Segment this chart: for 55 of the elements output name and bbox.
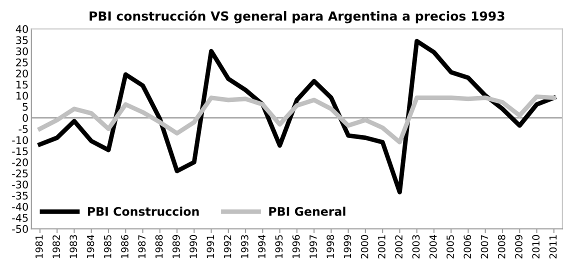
- y-tick-label: -15: [12, 147, 28, 156]
- x-tick-label: 1984: [86, 234, 94, 258]
- x-tick-label: 1997: [310, 235, 317, 258]
- y-tick-label: -40: [12, 202, 28, 211]
- y-tick-label: 40: [16, 25, 28, 34]
- y-tick-label: -20: [12, 158, 28, 166]
- x-tick-label: 1999: [344, 235, 352, 258]
- x-tick-label: 1998: [326, 235, 334, 258]
- x-tick-label: 1982: [52, 235, 60, 258]
- x-tick-label: 2009: [515, 235, 522, 258]
- x-tick-label: 2008: [498, 235, 506, 258]
- x-tick-label: 2005: [446, 235, 454, 258]
- y-tick-label: -50: [12, 225, 28, 233]
- x-tick-label: 1986: [121, 234, 128, 258]
- x-tick-label: 1990: [190, 235, 197, 258]
- y-tick-label: 10: [16, 92, 28, 100]
- y-tick-label: -35: [12, 192, 28, 200]
- x-tick-label: 1991: [206, 235, 214, 258]
- x-tick-label: 2007: [480, 235, 488, 258]
- chart-title: PBI construcción VS general para Argentina a precios 1993: [90, 10, 504, 24]
- x-tick-label: 1992: [224, 235, 232, 258]
- legend-label: PBI Construccion: [88, 206, 199, 216]
- x-tick-label: 2010: [532, 235, 540, 258]
- line-series: [38, 38, 556, 194]
- y-tick-label: 0: [22, 114, 28, 122]
- x-tick-label: 1995: [275, 235, 283, 258]
- x-tick-label: 2006: [464, 234, 472, 258]
- x-tick-label: 1989: [172, 235, 180, 258]
- x-tick-label: 1993: [240, 235, 248, 258]
- x-tick-label: 2011: [549, 235, 557, 258]
- y-tick-label: 30: [16, 47, 28, 56]
- y-tick-label: -45: [12, 214, 28, 222]
- x-tick-label: 1994: [258, 234, 266, 258]
- y-tick-label: -30: [12, 180, 28, 188]
- y-tick-label: 20: [16, 70, 28, 78]
- x-tick-label: 2001: [378, 235, 386, 258]
- x-tick-label: 2003: [412, 235, 420, 258]
- x-tick-label: 1983: [70, 235, 78, 258]
- line-series: [38, 94, 556, 144]
- y-tick-label: -5: [18, 125, 28, 133]
- y-tick-label: 15: [16, 80, 28, 89]
- x-tick-label: 1996: [292, 234, 300, 258]
- x-tick-label: 2004: [429, 234, 437, 258]
- x-tick-label: 1985: [104, 235, 112, 258]
- x-tick-label: 1981: [35, 235, 43, 258]
- x-tick-label: 2002: [395, 235, 403, 258]
- y-tick-label: -25: [12, 170, 28, 178]
- legend-label: PBI General: [269, 206, 346, 216]
- y-tick-label: -10: [12, 136, 28, 144]
- x-tick-label: 1988: [155, 235, 163, 258]
- y-tick-label: 5: [22, 103, 28, 111]
- x-tick-label: 1987: [138, 235, 146, 258]
- y-tick-label: 25: [16, 58, 28, 66]
- y-tick-label: 35: [16, 36, 28, 44]
- x-tick-label: 2000: [360, 235, 368, 258]
